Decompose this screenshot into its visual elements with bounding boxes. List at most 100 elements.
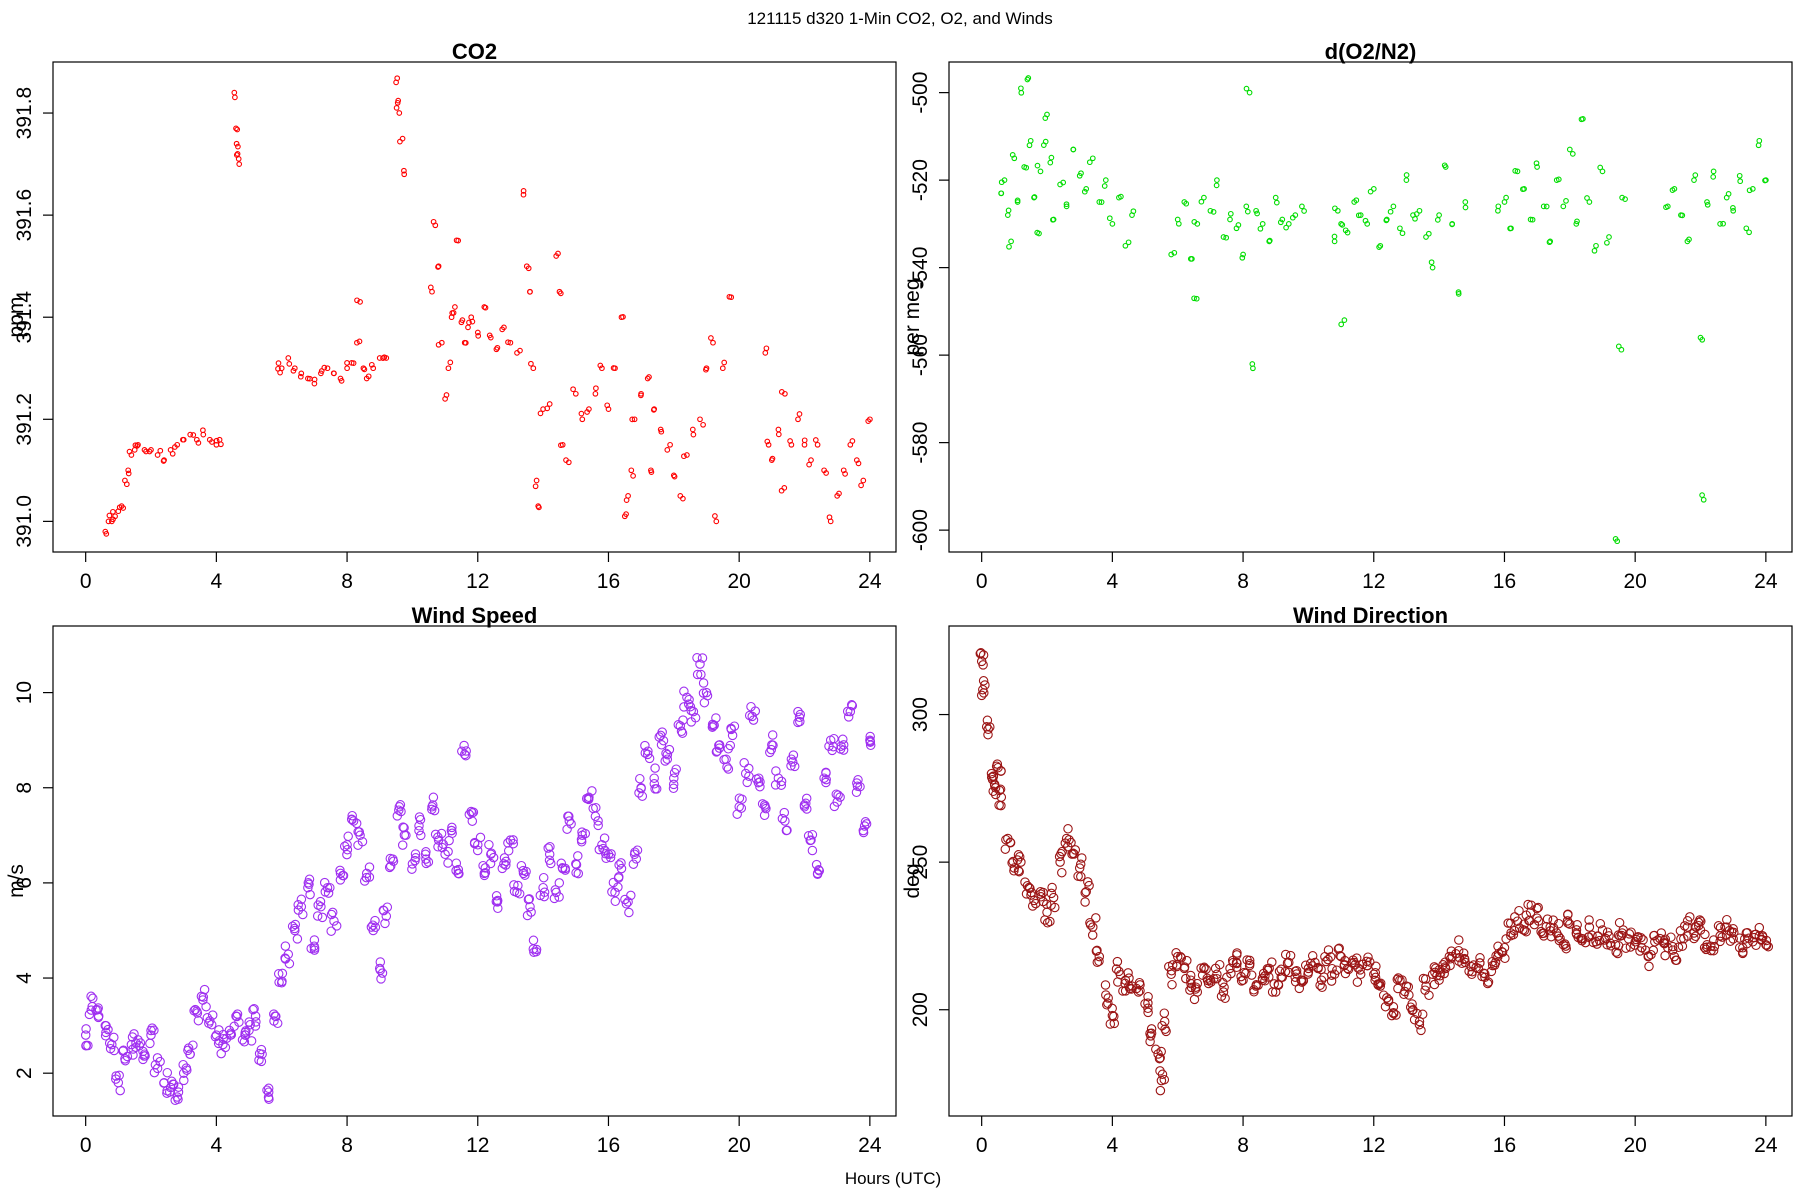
data-point	[1501, 934, 1511, 944]
data-point	[623, 511, 629, 517]
data-point	[86, 1005, 97, 1015]
data-point	[430, 218, 437, 225]
data-point	[254, 1055, 264, 1065]
y-axis-label: ppm	[5, 297, 28, 338]
data-point	[1143, 1007, 1153, 1018]
data-point	[1464, 966, 1474, 977]
data-point	[1274, 966, 1285, 976]
data-point	[1441, 162, 1448, 169]
data-point	[1040, 915, 1050, 925]
data-point	[1378, 990, 1389, 1000]
data-point	[1462, 204, 1469, 211]
data-point	[501, 860, 511, 870]
data-point	[453, 237, 460, 244]
y-tick-label: 2	[13, 1067, 36, 1079]
data-point	[1388, 1007, 1399, 1018]
data-point	[430, 829, 441, 840]
data-point	[819, 773, 829, 783]
data-point	[695, 659, 705, 669]
data-point	[1080, 888, 1090, 898]
data-point	[1416, 1025, 1426, 1036]
data-point	[1122, 242, 1129, 249]
data-point	[173, 1094, 183, 1105]
data-point	[488, 852, 499, 863]
data-point	[1201, 194, 1207, 201]
data-point	[338, 870, 349, 881]
panel-co2: CO2 ppm 0 4 8 12 16 20 24 391.0 391.2 391.4 391.6 391…	[5, 39, 897, 593]
data-point	[1514, 168, 1521, 175]
data-point	[1096, 199, 1103, 205]
data-point	[1540, 203, 1547, 210]
data-point	[631, 416, 638, 423]
data-point	[1222, 972, 1232, 983]
data-point	[1715, 922, 1726, 933]
data-point	[1429, 264, 1436, 271]
data-point	[293, 900, 303, 910]
data-point	[1018, 89, 1025, 96]
data-point	[1060, 179, 1067, 186]
data-point	[796, 411, 803, 417]
data-point	[1135, 986, 1145, 996]
data-point	[849, 438, 856, 444]
data-point	[423, 857, 434, 867]
data-point	[141, 447, 148, 453]
data-point	[1367, 188, 1374, 195]
data-point	[1761, 940, 1771, 950]
data-point	[381, 911, 392, 921]
data-point	[764, 438, 771, 445]
data-point	[789, 761, 800, 772]
data-point	[801, 441, 808, 448]
data-point	[1700, 929, 1710, 940]
data-point	[1584, 922, 1595, 932]
data-point	[459, 317, 466, 323]
data-point	[1005, 207, 1012, 214]
data-point	[1739, 934, 1750, 944]
x-tick-label: 8	[341, 570, 353, 593]
data-point	[1746, 229, 1752, 236]
data-point	[193, 1015, 204, 1026]
data-point	[520, 191, 527, 198]
data-point	[1167, 960, 1178, 970]
data-point	[1761, 940, 1772, 951]
data-point	[740, 768, 751, 779]
data-point	[365, 373, 372, 380]
data-point	[1423, 234, 1429, 240]
data-point	[472, 845, 483, 856]
data-point	[1057, 846, 1067, 857]
data-point	[1709, 941, 1720, 952]
data-point	[285, 355, 292, 361]
data-point	[407, 864, 417, 874]
data-point	[1006, 243, 1012, 250]
data-point	[503, 846, 514, 856]
y-tick-label: -560	[909, 334, 932, 376]
data-point	[84, 1009, 95, 1020]
data-point	[1185, 985, 1195, 995]
series-o2	[998, 75, 1769, 545]
data-point	[1574, 218, 1580, 225]
data-point	[1338, 321, 1345, 328]
data-point	[385, 861, 396, 871]
data-point	[1070, 146, 1077, 153]
data-point	[1246, 970, 1257, 980]
data-point	[1101, 183, 1108, 189]
data-point	[988, 786, 998, 797]
data-point	[1434, 975, 1444, 985]
x-tick-label: 0	[976, 1134, 988, 1157]
data-point	[1545, 926, 1556, 936]
data-point	[414, 821, 424, 831]
data-point	[232, 94, 238, 101]
data-point	[555, 250, 561, 257]
data-point	[1310, 957, 1320, 968]
data-point	[1186, 978, 1196, 989]
data-point	[326, 909, 337, 920]
data-point	[377, 968, 388, 978]
data-point	[232, 1011, 242, 1022]
data-point	[427, 804, 437, 815]
x-tick-label: 16	[1493, 1134, 1516, 1157]
data-point	[755, 777, 765, 787]
data-point	[491, 891, 502, 901]
data-point	[1249, 361, 1256, 367]
data-point	[1475, 953, 1485, 963]
data-point	[560, 863, 570, 874]
series-co2	[102, 75, 873, 537]
